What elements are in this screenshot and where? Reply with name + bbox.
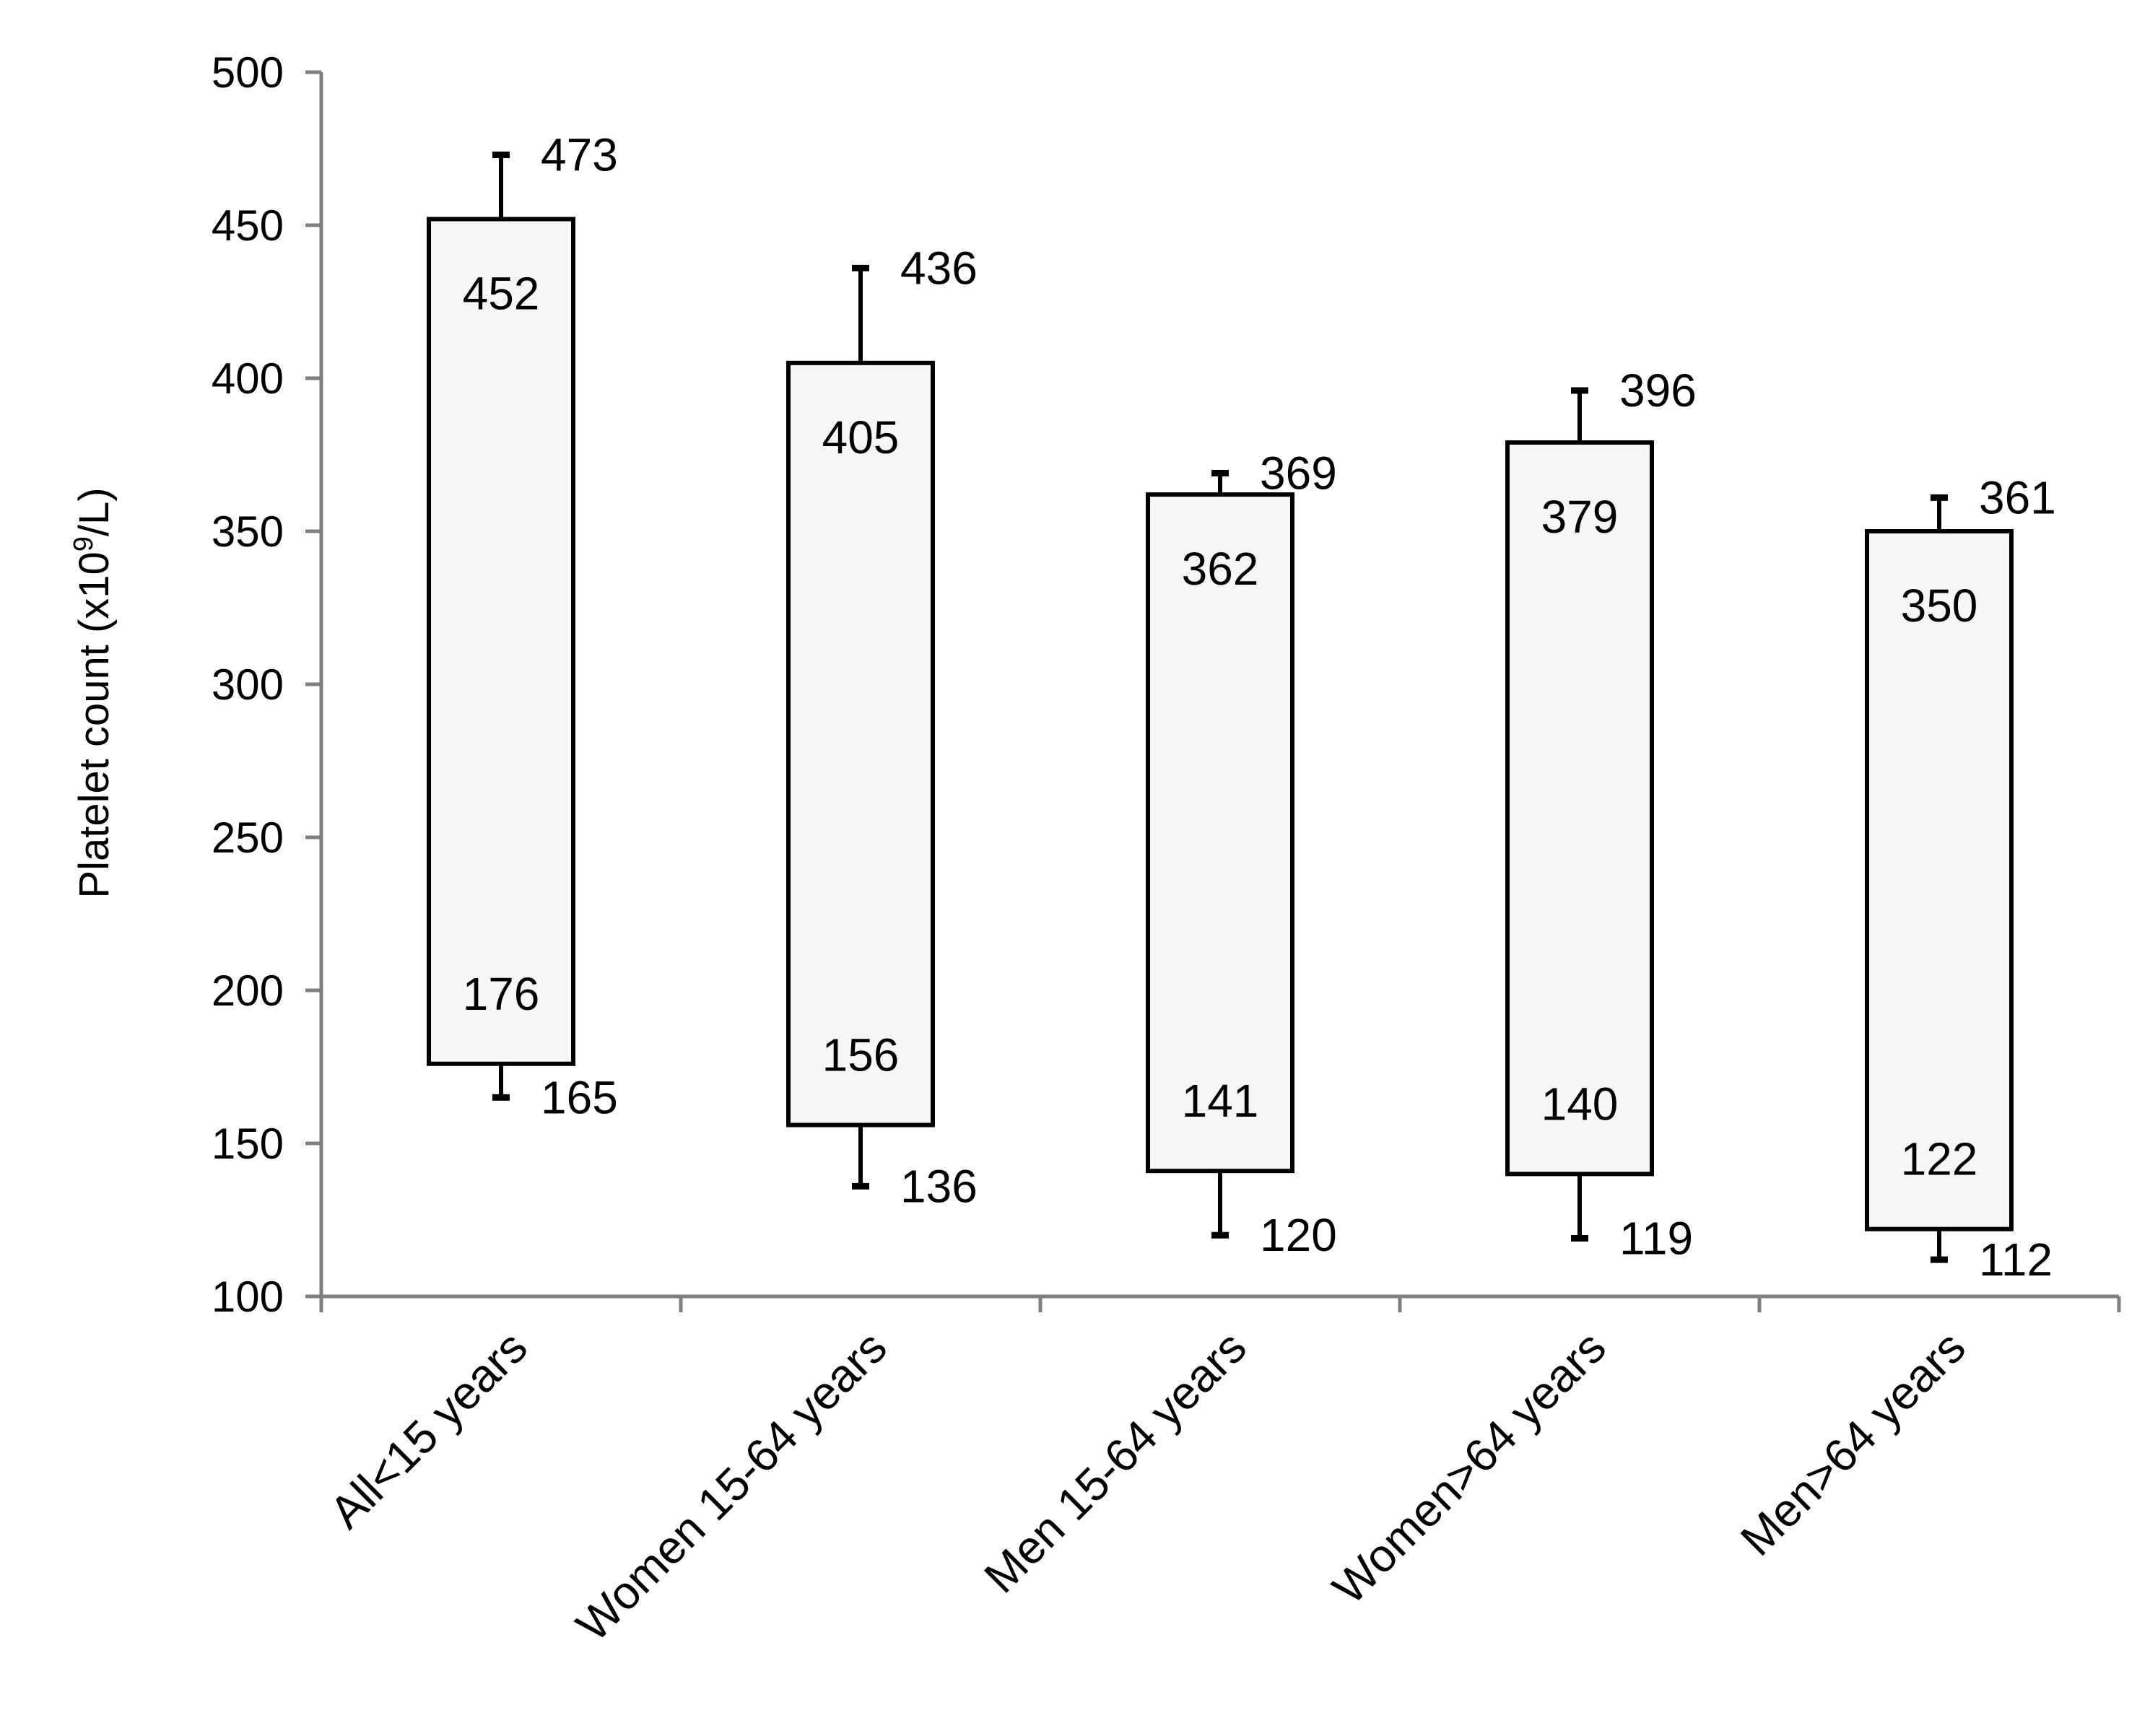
x-category-label: Women 15-64 years <box>566 1321 897 1652</box>
whisker-low-label: 120 <box>1260 1209 1337 1261</box>
y-tick-label: 350 <box>212 507 284 556</box>
y-axis-label-main: Platelet count (x10 <box>71 551 118 898</box>
y-tick-label: 100 <box>212 1273 284 1321</box>
x-category-label: Men>64 years <box>1731 1321 1975 1566</box>
box-group: 396 379 140 119 <box>1505 365 1697 1264</box>
y-tick-label: 200 <box>212 967 284 1015</box>
whisker-low-label: 112 <box>1979 1234 2053 1286</box>
box <box>427 217 575 1066</box>
box-low-label: 176 <box>463 968 540 1020</box>
whisker-high-label: 396 <box>1619 365 1697 416</box>
x-category-label: Women>64 years <box>1323 1321 1616 1614</box>
box-high-label: 379 <box>1541 491 1619 543</box>
y-tick-label: 150 <box>212 1120 284 1168</box>
y-tick-label: 300 <box>212 660 284 709</box>
x-category-label: Men 15-64 years <box>974 1321 1255 1602</box>
box <box>1146 492 1294 1174</box>
whisker-high-label: 436 <box>900 242 978 294</box>
box <box>1865 529 2014 1231</box>
box-group: 436 405 156 136 <box>786 242 978 1212</box>
whisker-low-label: 136 <box>900 1160 978 1212</box>
box-low-label: 141 <box>1182 1075 1259 1127</box>
box-high-label: 350 <box>1901 580 1978 632</box>
box <box>1505 440 1654 1177</box>
box <box>786 360 935 1127</box>
y-tick-label: 250 <box>212 814 284 862</box>
y-tick-label: 450 <box>212 201 284 250</box>
whisker-high-label: 473 <box>541 128 618 180</box>
y-tick-label: 500 <box>212 48 284 97</box>
whisker-high-label: 369 <box>1260 447 1337 499</box>
x-category-label: All<15 years <box>320 1321 537 1538</box>
box-high-label: 362 <box>1182 543 1259 595</box>
whisker-high-label: 361 <box>1979 471 2056 523</box>
box-low-label: 122 <box>1901 1133 1978 1185</box>
y-tick-label: 400 <box>212 354 284 403</box>
box-high-label: 452 <box>463 268 540 320</box>
box-low-label: 156 <box>822 1029 900 1081</box>
box-low-label: 140 <box>1541 1078 1619 1130</box>
box-plot-series: 4734521761654364051561363693621411203963… <box>427 128 2056 1286</box>
y-axis-label-superscript: 9 <box>69 536 99 551</box>
whisker-low-label: 119 <box>1619 1212 1693 1264</box>
box-high-label: 405 <box>822 411 900 463</box>
y-axis-label-unit: /L) <box>71 487 118 536</box>
whisker-low-label: 165 <box>541 1071 618 1123</box>
x-axis: All<15 years Women 15-64 years Men 15-64 y… <box>319 1294 2121 1652</box>
y-axis-label: Platelet count (x109/L) <box>69 487 118 898</box>
y-axis: 100 150 200 250 300 350 400 450 500 <box>212 48 323 1321</box>
